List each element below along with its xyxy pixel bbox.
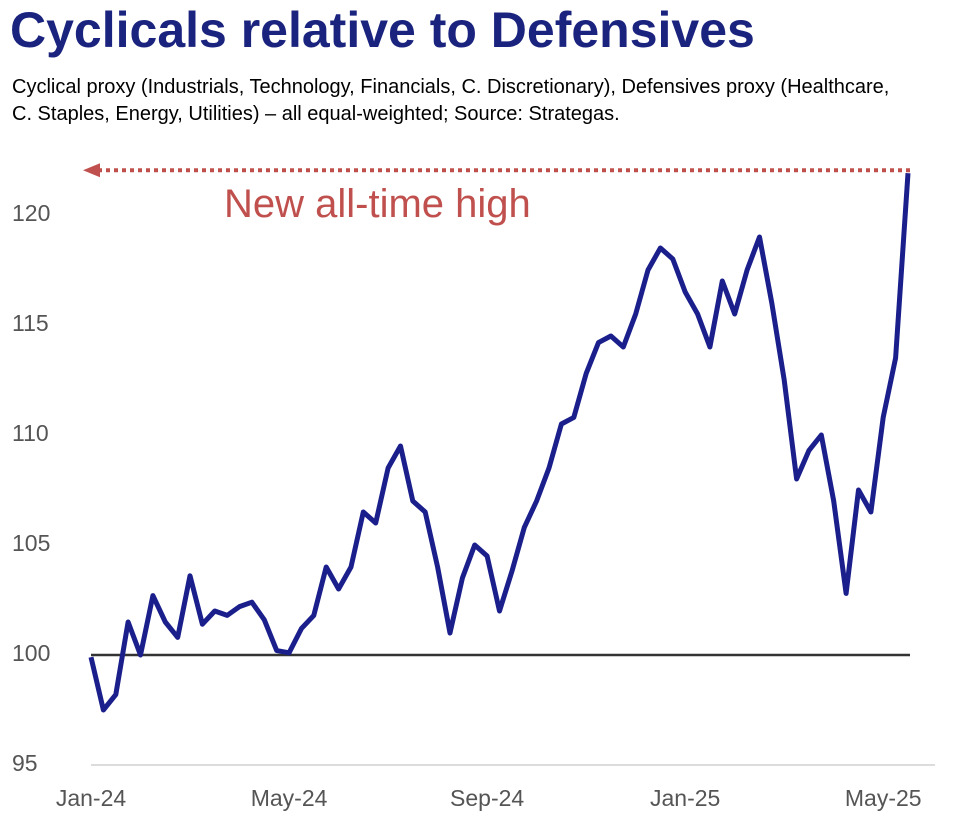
x-tick-label: May-25 (845, 785, 922, 811)
data-line (88, 173, 911, 713)
y-tick-label: 95 (12, 750, 38, 776)
y-tick-label: 115 (12, 310, 49, 336)
y-tick-label: 100 (12, 640, 50, 666)
chart-title: Cyclicals relative to Defensives (10, 2, 755, 58)
y-tick-label: 110 (12, 420, 49, 446)
x-tick-label: Jan-25 (650, 785, 720, 811)
y-tick-label: 105 (12, 530, 50, 556)
arrow-head (83, 163, 100, 178)
chart-subtitle: Cyclical proxy (Industrials, Technology,… (12, 76, 890, 125)
y-tick-label: 120 (12, 200, 50, 226)
x-tick-label: Sep-24 (450, 785, 524, 811)
x-tick-label: Jan-24 (56, 785, 127, 811)
x-tick-label: May-24 (251, 785, 328, 811)
annotation: New all-time high (224, 182, 531, 226)
